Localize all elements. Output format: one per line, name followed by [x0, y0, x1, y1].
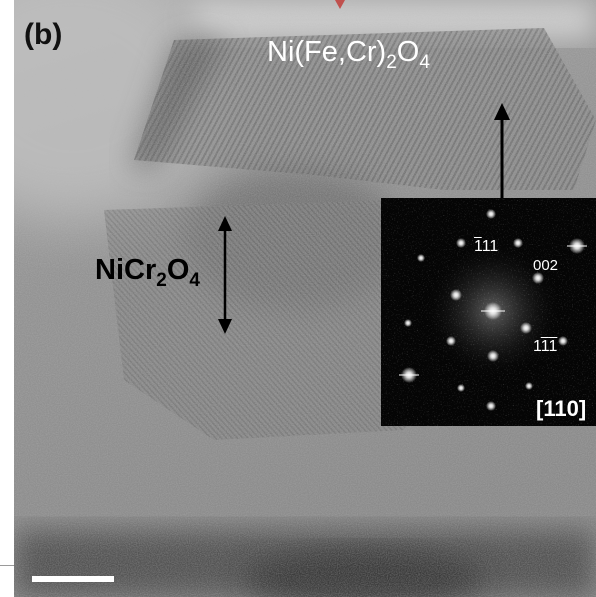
- fft-inset: 111 002 111 [110]: [381, 198, 596, 426]
- phase-label-top: Ni(Fe,Cr)2O4: [267, 36, 430, 74]
- miller-index-002: 002: [533, 257, 559, 274]
- phase-mid-rest: O: [166, 254, 190, 286]
- phase-top-sub: 2: [386, 52, 397, 73]
- phase-mid-sub: 2: [156, 270, 167, 291]
- idx1-bar: 1: [474, 238, 482, 255]
- idx3-bar2: 1: [548, 338, 558, 355]
- phase-top-sub2: 4: [419, 52, 430, 73]
- hrtem-micrograph: [14, 0, 596, 597]
- zone-axis-label: [110]: [536, 396, 587, 421]
- phase-top-rest: O: [396, 36, 420, 68]
- phase-mid-base: NiCr: [95, 254, 157, 286]
- idx3-plain: 1: [533, 338, 541, 355]
- miller-index-1-neg1-neg1: 111: [533, 338, 557, 356]
- idx1-plain: 11: [481, 238, 499, 255]
- phase-label-mid: NiCr2O4: [95, 254, 200, 292]
- scale-bar: [32, 576, 114, 582]
- growth-direction-arrow: [494, 103, 510, 200]
- fft-pattern: [381, 198, 596, 426]
- left-edge-rule: [0, 565, 14, 566]
- panel-label: (b): [24, 18, 63, 51]
- layer-thickness-arrow: [218, 216, 232, 334]
- top-edge-marker: [335, 0, 345, 9]
- phase-mid-sub2: 4: [189, 270, 200, 291]
- miller-index-neg1-1-1: 111: [474, 238, 498, 256]
- phase-top-base: Ni(Fe,Cr): [267, 36, 387, 68]
- diffraction-spots: [399, 209, 587, 411]
- idx3-bar1: 1: [540, 338, 549, 355]
